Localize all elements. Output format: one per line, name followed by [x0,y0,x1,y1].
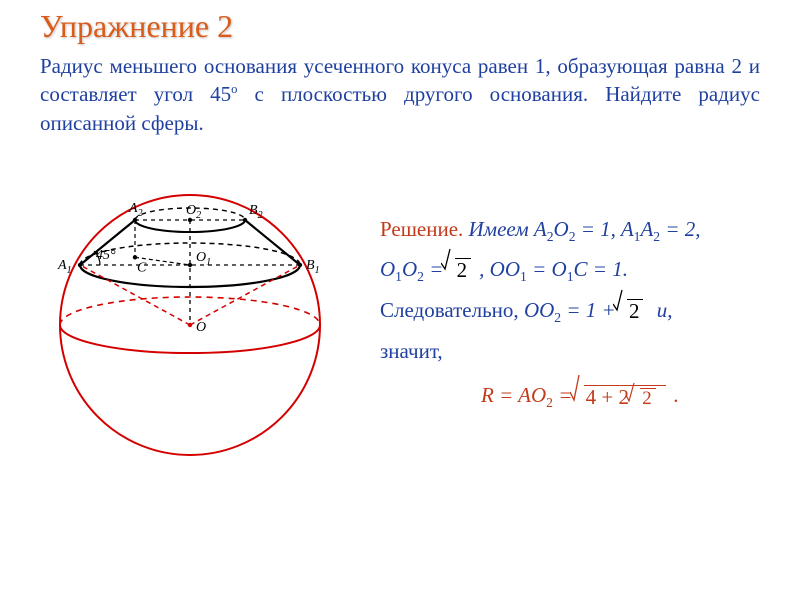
ans-AO2: AO [518,383,546,407]
sqrt-2-b-rad: 2 [627,299,644,323]
ans-eq1: = [494,383,518,407]
sol-eq2v: = 2, [660,217,700,241]
solution-block: Решение. Имеем A2O2 = 1, A1A2 = 2, O1O2 … [380,210,780,417]
answer-radicand: 4 + 2 2 [584,385,666,409]
svg-text:O2: O2 [186,203,201,221]
sol-l3b: OO [524,298,554,322]
sol-l2fs: 1 [567,269,574,284]
slide-title: Упражнение 2 [40,8,233,45]
sqrt-2-a-rad: 2 [455,258,472,282]
sol-l1a: Имеем [463,217,534,241]
sol-l2as: 1 [395,269,402,284]
sol-l2d: OO [490,257,520,281]
ans-dot: . [674,383,679,407]
sol-l2b: O [402,257,417,281]
solution-line3: Следовательно, OO2 = 1 + 2 и, [380,291,780,332]
svg-text:B2: B2 [249,203,263,221]
ans-R: R [481,383,494,407]
answer-row: R = AO2 = 4 + 2 2 . [380,376,780,417]
title-text: Упражнение 2 [40,8,233,44]
diagram-container: A2B2O2A1B1O1CO45° [20,165,360,470]
sol-l2c: , [479,257,490,281]
sol-l3d: и, [651,298,672,322]
solution-line4: значит, [380,332,780,372]
problem-text: Радиус меньшего основания усеченного кон… [40,52,760,137]
sol-l2ds: 1 [520,269,527,284]
ans-rad-a: 4 + 2 [586,385,629,409]
sol-l3a: Следовательно, [380,298,524,322]
sol-l2a: O [380,257,395,281]
ans-AO2s: 2 [546,395,553,410]
sol-l2f: O [552,257,567,281]
solution-label: Решение. [380,217,463,241]
sol-eq2b: A [640,217,653,241]
sol-l2e: = [527,257,552,281]
frustum-sphere-diagram: A2B2O2A1B1O1CO45° [20,165,360,465]
sol-l2bs: 2 [417,269,424,284]
solution-line2: O1O2 = 2 , OO1 = O1C = 1. [380,250,780,291]
svg-text:45°: 45° [96,248,116,263]
solution-line1: Решение. Имеем A2O2 = 1, A1A2 = 2, [380,210,780,250]
sol-eq1a: A [534,217,547,241]
sol-eq1as: 2 [547,229,554,244]
sol-l2g: C [574,257,588,281]
sqrt-2-b: 2 [623,292,650,332]
svg-text:A1: A1 [57,258,72,276]
svg-text:C: C [137,260,147,275]
answer-sqrt: 4 + 2 2 [580,378,672,418]
svg-text:B1: B1 [306,258,320,276]
sol-eq1bs: 2 [569,229,576,244]
sol-l2h: = 1. [588,257,628,281]
sol-eq1v: = 1, [576,217,621,241]
ans-inner-rad: 2 [640,388,655,410]
svg-text:O: O [196,320,206,335]
answer-inner-sqrt: 2 [636,386,661,410]
sqrt-2-a: 2 [451,251,478,291]
svg-text:A2: A2 [128,201,143,219]
sol-l4: значит, [380,339,443,363]
sol-eq1b: O [554,217,569,241]
sol-eq2a: A [621,217,634,241]
